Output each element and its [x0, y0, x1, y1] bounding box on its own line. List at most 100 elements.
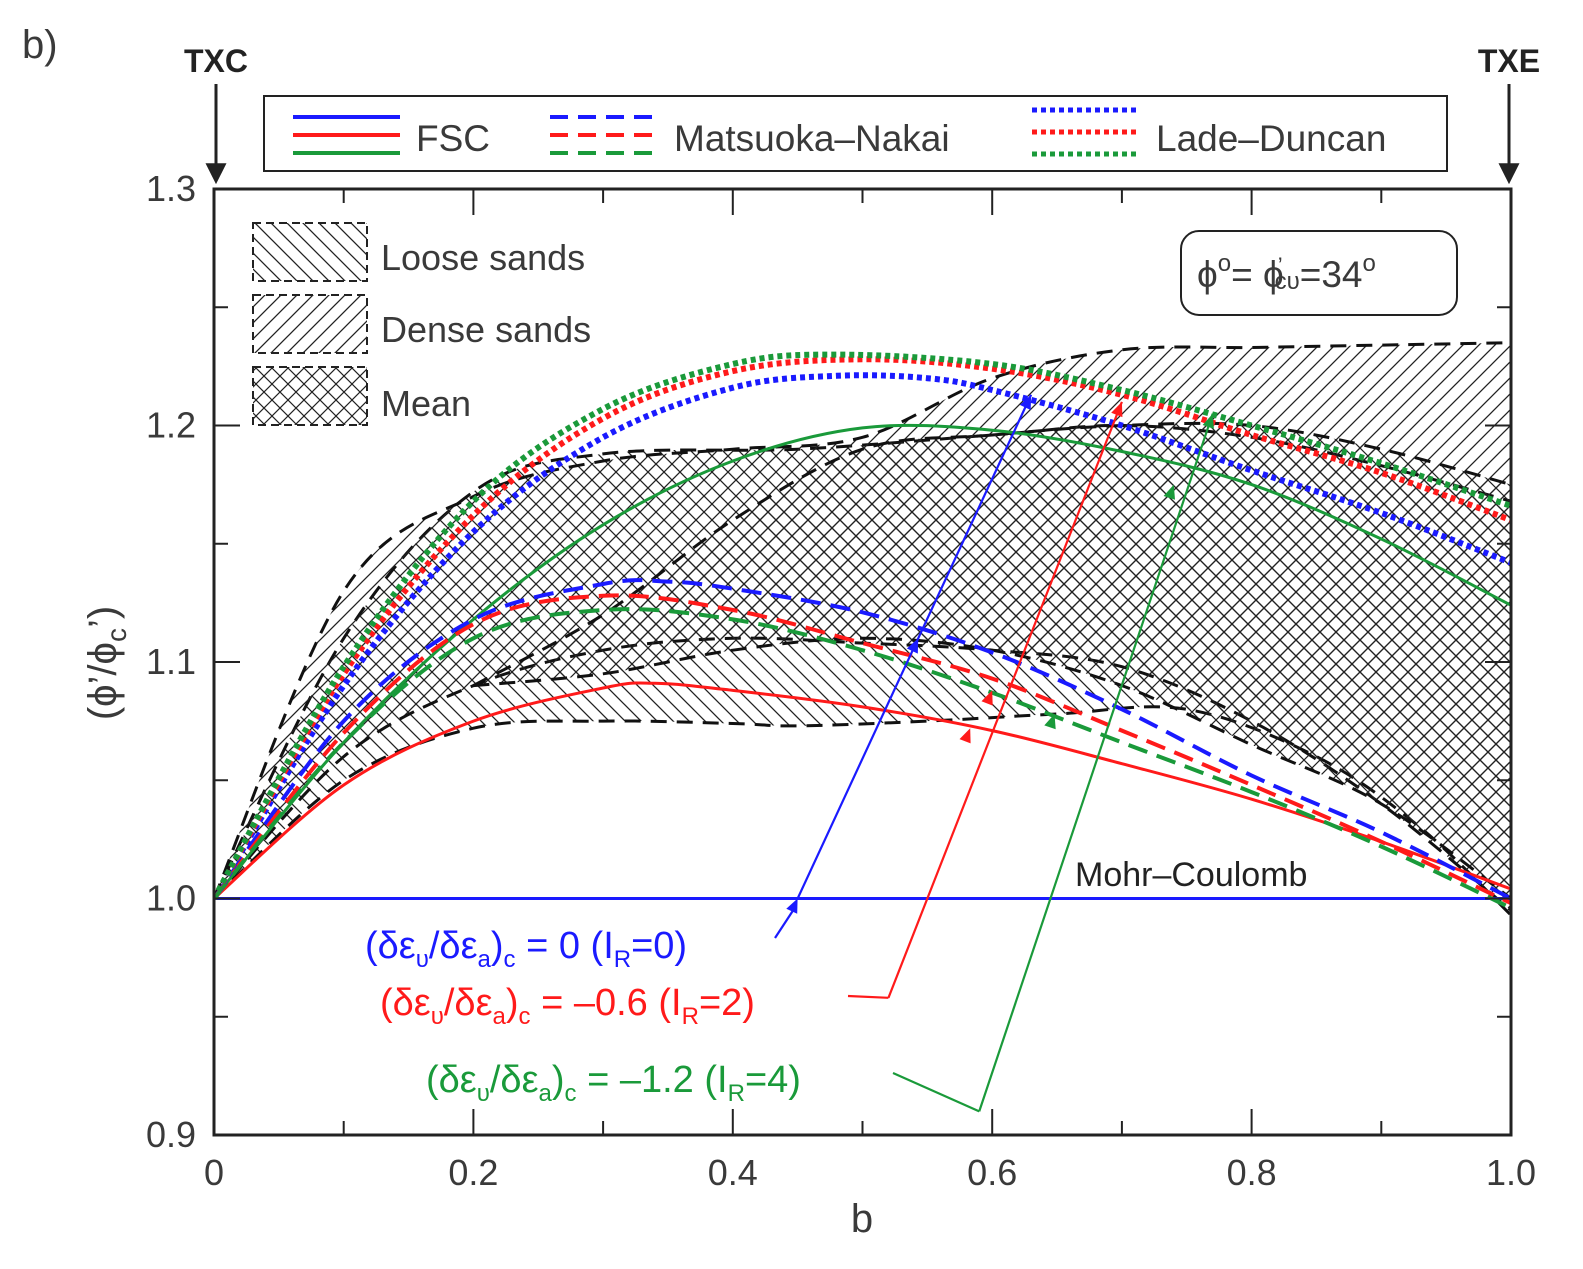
ann-red-sub-v: υ	[431, 1003, 444, 1030]
pointer-arrowhead-blue	[906, 638, 919, 654]
ann-blue-p2: /δε	[429, 925, 478, 967]
pointer-arrowhead-blue	[1019, 394, 1032, 410]
ann-green-p6: = –1.2 (I	[577, 1059, 728, 1101]
series-matsuoka-nakai-blue	[214, 578, 1511, 901]
series-lade-duncan-green	[214, 351, 1511, 900]
ann-red-sub-c: c	[519, 1003, 531, 1030]
ann-blue-sub-a: a	[478, 946, 492, 973]
ann-red-sub-r: R	[682, 1003, 699, 1030]
info-sub-cv: cυ	[1275, 268, 1300, 295]
pointer-arrowhead-green	[1163, 484, 1175, 500]
ann-green-p2: /δε	[490, 1059, 539, 1101]
series-matsuoka-nakai-red	[214, 593, 1511, 906]
series-fsc-green	[214, 423, 1511, 900]
ann-green-p8: =4)	[745, 1059, 801, 1101]
y-title-p2: ’)	[81, 606, 125, 628]
hatch-label-dense: Dense sands	[381, 309, 591, 350]
pointer-arrowhead-blue	[786, 898, 798, 914]
x-tick-label: 1.0	[1486, 1152, 1536, 1193]
ann-green-p0: (δε	[426, 1059, 477, 1101]
txe-label: TXE	[1478, 43, 1540, 79]
pointer-arrowhead-green	[1202, 413, 1214, 429]
ann-green-sub-v: υ	[477, 1080, 490, 1107]
pointer-arrowhead-red	[981, 690, 993, 706]
pointer-line-green	[978, 413, 1214, 1112]
info-sup-o2: o	[1362, 250, 1375, 277]
ann-blue-p0: (δε	[365, 925, 416, 967]
series-fsc-red	[214, 681, 1511, 900]
hatch-legend: Loose sands Dense sands Mean	[252, 222, 591, 426]
annotation-green: (δευ/δεa)c = –1.2 (IR=4)	[426, 1059, 801, 1107]
y-axis-title: (ϕ’/ϕc’)	[81, 606, 132, 720]
hatch-swatch-mean	[252, 366, 368, 426]
region-lower-bound	[473, 636, 1511, 900]
info-prime: ’	[1278, 253, 1283, 278]
y-title-p0: (ϕ’/ϕ	[81, 642, 125, 720]
ann-blue-p4: )	[491, 925, 504, 967]
annotation-red: (δευ/δεa)c = –0.6 (IR=2)	[380, 982, 755, 1030]
ann-red-p8: =2)	[699, 982, 755, 1024]
info-phi: ϕ	[1197, 254, 1218, 295]
info-value: =34	[1300, 254, 1363, 295]
hatch-swatch-dense	[252, 294, 368, 354]
x-tick-label: 0.8	[1227, 1152, 1277, 1193]
pointer-arrows	[774, 394, 1214, 1113]
y-tick-label: 0.9	[146, 1114, 196, 1155]
region-mean	[473, 423, 1511, 899]
x-axis-title: b	[851, 1197, 873, 1241]
leader-red	[847, 994, 889, 999]
ann-red-p6: = –0.6 (I	[531, 982, 682, 1024]
legend-box	[263, 95, 1448, 172]
leader-blue	[774, 905, 797, 939]
info-eq: = ϕ	[1231, 254, 1284, 295]
x-tick-label: 0.2	[448, 1152, 498, 1193]
ann-red-p4: )	[506, 982, 519, 1024]
hatched-regions	[214, 341, 1511, 917]
ann-blue-sub-v: υ	[416, 946, 429, 973]
y-tick-label: 1.0	[146, 878, 196, 919]
line-legend: FSC Matsuoka–Nakai Lade–Duncan	[263, 95, 1448, 172]
y-tick-label: 1.2	[146, 405, 196, 446]
region-upper-bound	[472, 421, 1511, 687]
y-tick-label: 1.3	[146, 168, 196, 209]
ann-blue-sub-r: R	[614, 946, 631, 973]
pointer-arrowhead-green	[1044, 714, 1056, 730]
legend-fsc-label: FSC	[416, 118, 490, 159]
hatch-swatch-loose	[252, 222, 368, 282]
region-lower-bound	[214, 636, 1511, 912]
annotation-blue: (δευ/δεa)c = 0 (IR=0)	[365, 925, 687, 973]
pointer-arrowhead-red	[959, 728, 971, 744]
series-lade-duncan-red	[214, 356, 1511, 901]
ann-green-sub-c: c	[565, 1080, 577, 1107]
info-box-text: ϕo= ϕ’ cυ=34o	[1197, 250, 1376, 295]
ann-blue-p6: = 0 (I	[516, 925, 614, 967]
ann-blue-sub-c: c	[504, 946, 516, 973]
ann-red-p2: /δε	[444, 982, 493, 1024]
ann-green-sub-r: R	[728, 1080, 745, 1107]
ann-red-sub-a: a	[493, 1003, 507, 1030]
x-tick-label: 0	[204, 1152, 224, 1193]
region-upper-bound	[214, 341, 1511, 900]
axis-ticks: 0 0.2 0.4 0.6 0.8 1.0 0.9 1.0 1.1 1.2 1.3	[146, 168, 1536, 1193]
x-tick-label: 0.4	[708, 1152, 758, 1193]
ann-blue-p8: =0)	[631, 925, 687, 967]
leader-green	[892, 1071, 980, 1113]
series-matsuoka-nakai-green	[214, 607, 1511, 910]
ann-green-p4: )	[552, 1059, 565, 1101]
hatch-label-mean: Mean	[381, 383, 471, 424]
pointer-line-red	[887, 401, 1123, 999]
info-box: ϕo= ϕ’ cυ=34o	[1180, 230, 1458, 316]
legend-ld-label: Lade–Duncan	[1156, 118, 1386, 159]
y-tick-label: 1.1	[146, 641, 196, 682]
series-lade-duncan-blue	[214, 372, 1511, 901]
legend-mn-label: Matsuoka–Nakai	[674, 118, 950, 159]
txc-label: TXC	[184, 43, 248, 79]
ann-green-sub-a: a	[539, 1080, 553, 1107]
panel-label: b)	[22, 23, 58, 67]
ann-red-p0: (δε	[380, 982, 431, 1024]
pointer-arrowhead-red	[1111, 401, 1123, 418]
y-title-sub-c: c	[101, 628, 132, 642]
info-box-frame	[1180, 230, 1458, 316]
x-tick-label: 0.6	[967, 1152, 1017, 1193]
